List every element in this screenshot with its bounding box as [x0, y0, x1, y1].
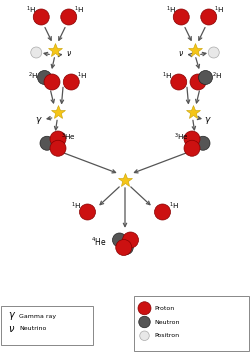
- Circle shape: [201, 9, 217, 25]
- Circle shape: [31, 47, 42, 58]
- Text: $^1$H: $^1$H: [169, 201, 179, 212]
- Circle shape: [208, 47, 219, 58]
- Text: Proton: Proton: [154, 306, 175, 311]
- Circle shape: [61, 9, 77, 25]
- Text: Neutrino: Neutrino: [19, 327, 46, 332]
- Circle shape: [116, 240, 132, 256]
- Circle shape: [139, 316, 150, 328]
- Circle shape: [80, 204, 96, 220]
- Circle shape: [190, 74, 206, 90]
- Circle shape: [63, 74, 79, 90]
- Text: $\gamma$: $\gamma$: [35, 115, 42, 126]
- Text: $^2$H: $^2$H: [28, 71, 38, 82]
- Circle shape: [40, 136, 54, 150]
- Circle shape: [196, 136, 210, 150]
- Text: Neutron: Neutron: [154, 320, 180, 325]
- Circle shape: [112, 233, 126, 247]
- Circle shape: [33, 9, 49, 25]
- Text: $\nu$: $\nu$: [8, 324, 16, 334]
- Circle shape: [119, 241, 133, 255]
- Text: $^2$H: $^2$H: [212, 71, 222, 82]
- Text: $^4$He: $^4$He: [91, 236, 107, 248]
- Circle shape: [198, 70, 212, 85]
- Circle shape: [171, 74, 187, 90]
- Text: $\nu$: $\nu$: [66, 50, 72, 59]
- FancyBboxPatch shape: [1, 306, 93, 345]
- Circle shape: [154, 204, 170, 220]
- Circle shape: [138, 302, 151, 315]
- Text: $^1$H: $^1$H: [74, 4, 84, 16]
- Text: $^1$H: $^1$H: [162, 71, 172, 82]
- Text: $^1$H: $^1$H: [71, 201, 81, 212]
- Circle shape: [50, 140, 66, 156]
- Circle shape: [140, 331, 149, 341]
- Text: $^1$H: $^1$H: [26, 4, 36, 16]
- Text: $^1$H: $^1$H: [166, 4, 176, 16]
- Circle shape: [38, 70, 52, 85]
- Circle shape: [173, 9, 189, 25]
- Text: $\gamma$: $\gamma$: [204, 115, 212, 126]
- Text: $\nu$: $\nu$: [178, 50, 184, 59]
- Text: Positron: Positron: [154, 333, 180, 338]
- Circle shape: [50, 131, 66, 147]
- Circle shape: [184, 131, 200, 147]
- Text: $^1$H: $^1$H: [214, 4, 224, 16]
- Text: Gamma ray: Gamma ray: [19, 314, 56, 319]
- Circle shape: [122, 232, 138, 248]
- Text: $\gamma$: $\gamma$: [8, 311, 16, 322]
- Circle shape: [184, 140, 200, 156]
- Text: $^3$He: $^3$He: [174, 132, 189, 143]
- FancyBboxPatch shape: [134, 296, 249, 351]
- Circle shape: [44, 74, 60, 90]
- Text: $^3$He: $^3$He: [61, 132, 76, 143]
- Text: $^1$H: $^1$H: [78, 71, 88, 82]
